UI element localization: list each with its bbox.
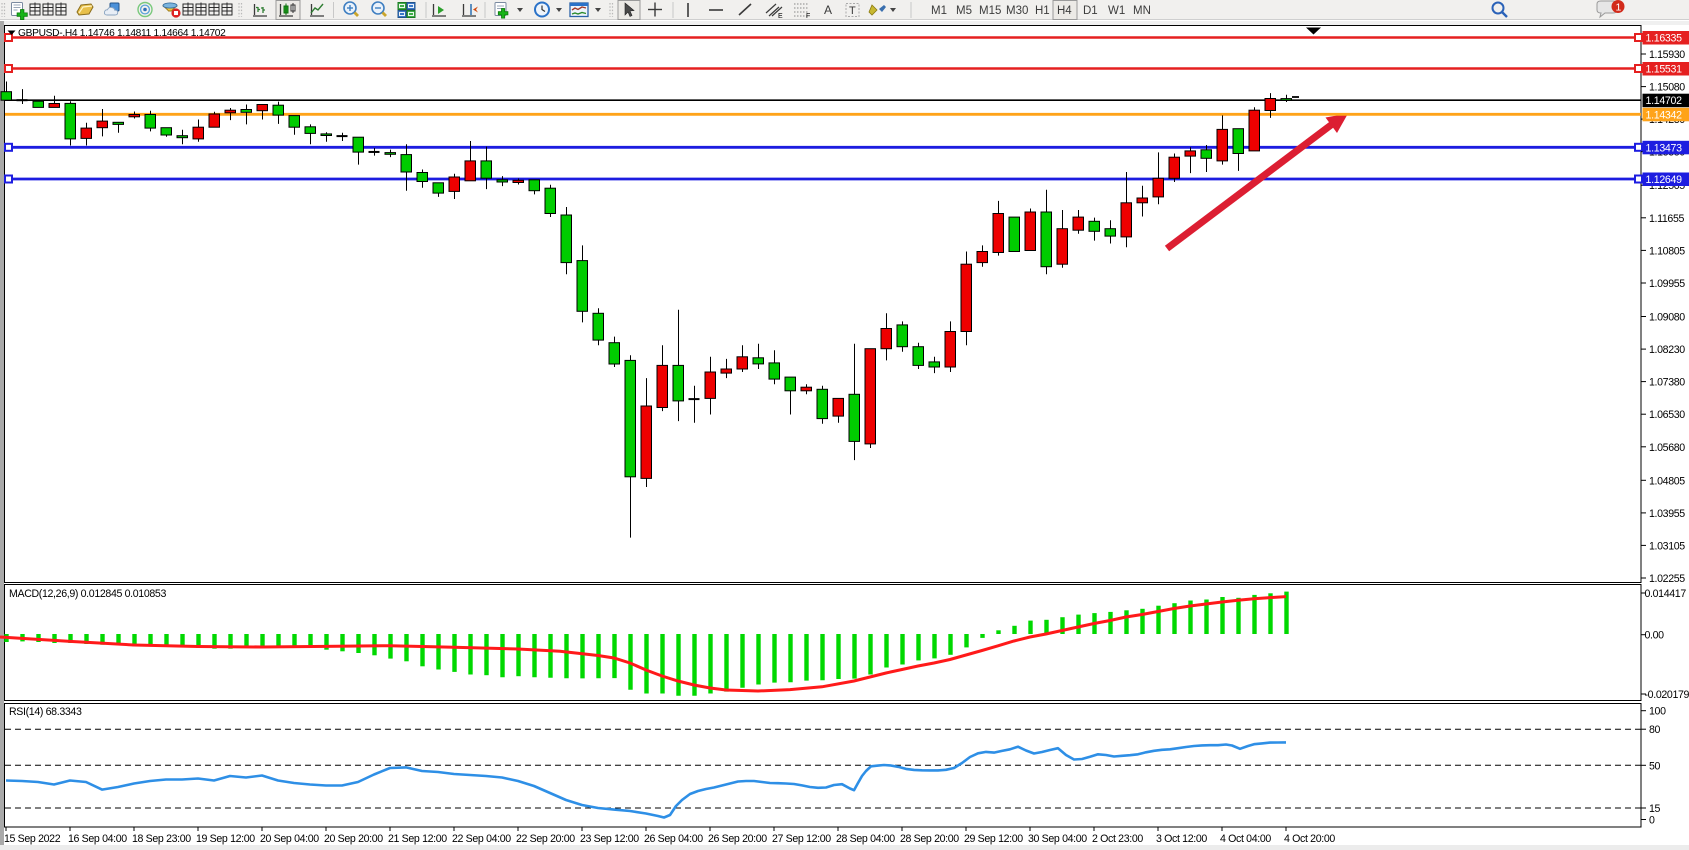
svg-text:W1: W1 (1108, 5, 1125, 17)
svg-text:1.10805: 1.10805 (1649, 245, 1685, 257)
svg-text:100: 100 (1649, 706, 1666, 718)
svg-text:1.14702: 1.14702 (1646, 95, 1683, 107)
svg-text:23 Sep 12:00: 23 Sep 12:00 (580, 833, 639, 845)
svg-text:18 Sep 23:00: 18 Sep 23:00 (132, 833, 191, 845)
svg-text:22 Sep 20:00: 22 Sep 20:00 (516, 833, 575, 845)
svg-text:1.15531: 1.15531 (1646, 64, 1683, 76)
svg-text:4 Oct 04:00: 4 Oct 04:00 (1220, 833, 1271, 845)
svg-text:30 Sep 04:00: 30 Sep 04:00 (1028, 833, 1087, 845)
svg-text:26 Sep 20:00: 26 Sep 20:00 (708, 833, 767, 845)
svg-text:1.15080: 1.15080 (1649, 82, 1685, 94)
svg-text:1.06530: 1.06530 (1649, 409, 1685, 421)
svg-text:1.09080: 1.09080 (1649, 312, 1685, 324)
svg-text:0.014417: 0.014417 (1645, 588, 1687, 600)
svg-text:MN: MN (1133, 5, 1151, 17)
svg-text:1.08230: 1.08230 (1649, 344, 1685, 356)
svg-text:M15: M15 (979, 5, 1001, 17)
svg-text:3 Oct 12:00: 3 Oct 12:00 (1156, 833, 1207, 845)
svg-text:M5: M5 (956, 5, 972, 17)
svg-text:50: 50 (1649, 760, 1661, 772)
svg-text:1.14342: 1.14342 (1646, 109, 1683, 121)
svg-text:1: 1 (1616, 2, 1622, 14)
svg-text:80: 80 (1649, 724, 1661, 736)
svg-text:1.07380: 1.07380 (1649, 377, 1685, 389)
svg-text:15 Sep 2022: 15 Sep 2022 (4, 833, 61, 845)
svg-text:-0.020179: -0.020179 (1645, 689, 1689, 701)
svg-text:28 Sep 04:00: 28 Sep 04:00 (836, 833, 895, 845)
svg-text:19 Sep 12:00: 19 Sep 12:00 (196, 833, 255, 845)
svg-text:20 Sep 20:00: 20 Sep 20:00 (324, 833, 383, 845)
svg-text:27 Sep 12:00: 27 Sep 12:00 (772, 833, 831, 845)
svg-text:F: F (806, 13, 810, 20)
svg-text:4 Oct 20:00: 4 Oct 20:00 (1284, 833, 1335, 845)
svg-text:1.12649: 1.12649 (1646, 174, 1683, 186)
svg-text:1.09955: 1.09955 (1649, 278, 1685, 290)
svg-text:1.15930: 1.15930 (1649, 49, 1685, 61)
svg-text:H4: H4 (1057, 5, 1072, 17)
svg-text:E: E (778, 13, 783, 20)
svg-text:MACD(12,26,9) 0.012845 0.01085: MACD(12,26,9) 0.012845 0.010853 (9, 588, 166, 600)
svg-text:0: 0 (1649, 815, 1655, 827)
svg-text:16 Sep 04:00: 16 Sep 04:00 (68, 833, 127, 845)
svg-text:H1: H1 (1035, 5, 1050, 17)
svg-text:1.03105: 1.03105 (1649, 540, 1685, 552)
svg-text:D1: D1 (1083, 5, 1098, 17)
svg-text:1.03955: 1.03955 (1649, 508, 1685, 520)
svg-text:RSI(14) 68.3343: RSI(14) 68.3343 (9, 706, 82, 718)
svg-text:15: 15 (1649, 803, 1661, 815)
svg-text:2 Oct 23:00: 2 Oct 23:00 (1092, 833, 1143, 845)
svg-text:M1: M1 (931, 5, 947, 17)
svg-text:1.02255: 1.02255 (1649, 573, 1685, 585)
svg-text:1.11655: 1.11655 (1649, 213, 1685, 225)
svg-text:21 Sep 12:00: 21 Sep 12:00 (388, 833, 447, 845)
svg-text:1.05680: 1.05680 (1649, 442, 1685, 454)
svg-text:1.13473: 1.13473 (1646, 142, 1683, 154)
svg-text:20 Sep 04:00: 20 Sep 04:00 (260, 833, 319, 845)
svg-text:M30: M30 (1006, 5, 1028, 17)
svg-text:29 Sep 12:00: 29 Sep 12:00 (964, 833, 1023, 845)
svg-text:1.04805: 1.04805 (1649, 475, 1685, 487)
svg-text:GBPUSD-.H4 1.14746 1.14811 1.: GBPUSD-.H4 1.14746 1.14811 1.14664 1.147… (18, 28, 226, 39)
svg-text:22 Sep 04:00: 22 Sep 04:00 (452, 833, 511, 845)
svg-text:28 Sep 20:00: 28 Sep 20:00 (900, 833, 959, 845)
svg-text:1.16335: 1.16335 (1646, 33, 1683, 45)
svg-text:0.00: 0.00 (1645, 630, 1665, 642)
svg-text:A: A (824, 3, 832, 17)
svg-text:T: T (849, 5, 856, 17)
svg-text:26 Sep 04:00: 26 Sep 04:00 (644, 833, 703, 845)
